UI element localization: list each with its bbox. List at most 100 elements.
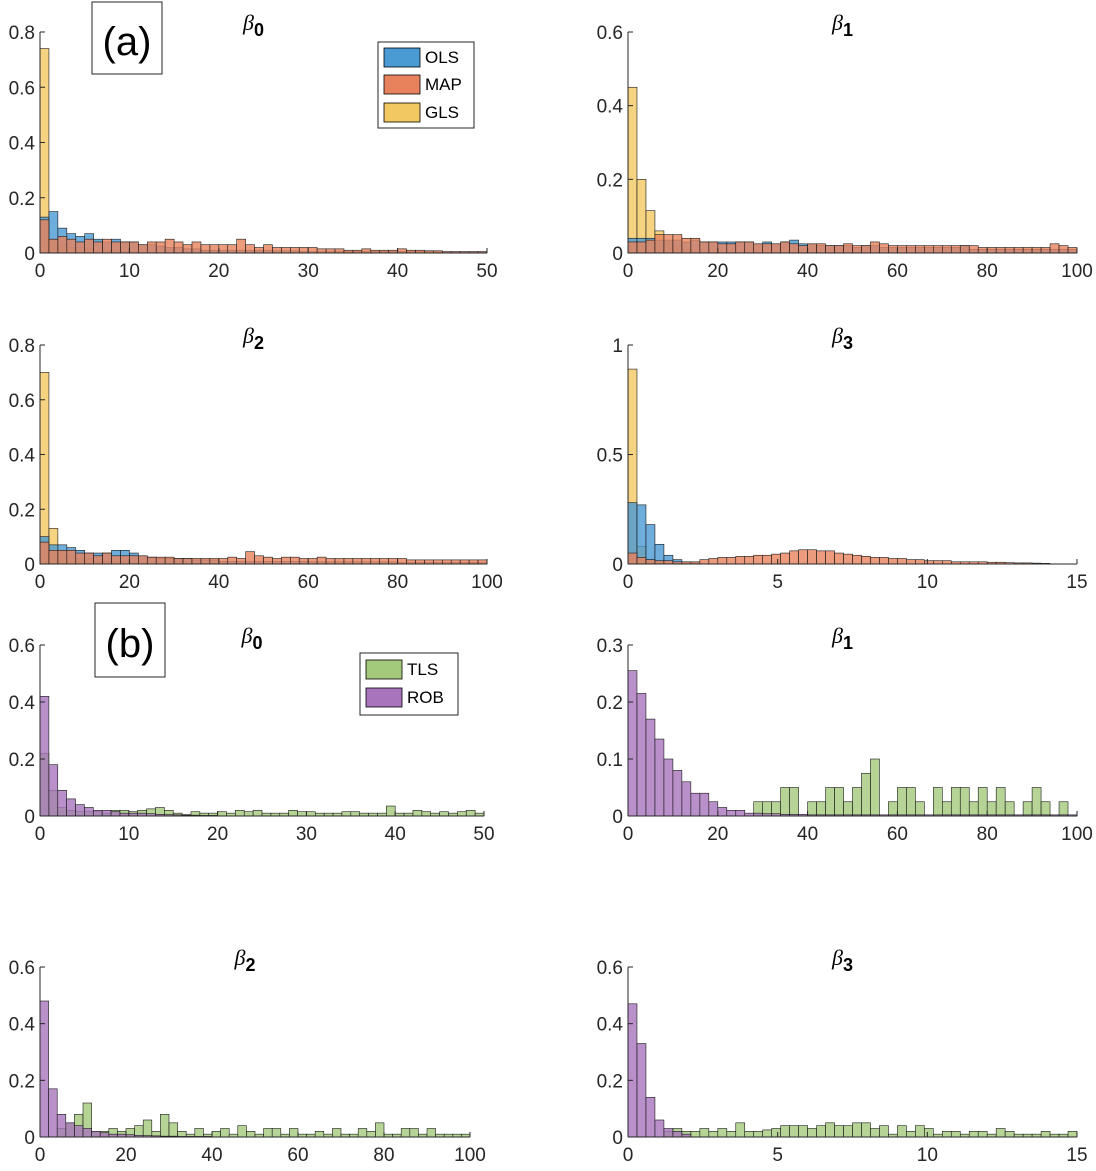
subplot-title: β1 xyxy=(831,10,853,40)
bar-map xyxy=(84,552,94,565)
bar-rob xyxy=(681,781,692,817)
bar-tls xyxy=(915,801,925,817)
bar-map xyxy=(726,243,737,254)
subplot-title: β0 xyxy=(242,10,264,40)
y-tick-label: 0.8 xyxy=(9,23,35,44)
bar-map xyxy=(879,557,889,565)
bar-map xyxy=(771,243,781,254)
bar-rob xyxy=(663,1128,674,1138)
bar-map xyxy=(735,556,746,565)
bar-map xyxy=(334,248,345,254)
bar-tls xyxy=(906,1131,916,1138)
bar-map xyxy=(191,241,202,254)
bar-map xyxy=(681,237,692,254)
bar-tls xyxy=(780,787,790,817)
x-tick-label: 20 xyxy=(208,261,229,282)
series-rob xyxy=(627,670,1078,817)
x-tick-label: 10 xyxy=(917,1145,938,1166)
legend-b-swatch-rob xyxy=(365,687,403,708)
subplot-b-beta1: 0 20 40 60 80 100 0 0.1 0.2 0.3 β1 xyxy=(597,623,1093,845)
y-tick-label: 0.2 xyxy=(9,500,35,521)
series-tls xyxy=(663,1122,1078,1138)
y-tick-label: 0.4 xyxy=(597,97,624,118)
bar-map xyxy=(888,245,898,254)
y-tick-label: 0.6 xyxy=(597,23,623,44)
bar-tls xyxy=(986,801,997,817)
panel-label-b: (b) xyxy=(94,602,166,678)
bar-gls xyxy=(627,86,638,254)
bar-map xyxy=(852,245,862,254)
bar-tls xyxy=(726,1131,737,1138)
bar-map xyxy=(200,244,211,254)
legend-a-label-ols: OLS xyxy=(425,48,459,67)
bar-map xyxy=(254,555,264,565)
bar-tls xyxy=(753,1131,763,1138)
bar-map xyxy=(645,559,656,565)
bar-tls xyxy=(852,787,862,817)
bar-map xyxy=(950,245,961,254)
series-map xyxy=(627,234,1078,254)
legend-b: TLS ROB xyxy=(359,652,459,716)
x-tick-label: 20 xyxy=(207,824,228,845)
bar-map xyxy=(825,550,835,565)
bar-map xyxy=(361,558,372,565)
bar-tls xyxy=(879,1125,889,1138)
bar-tls xyxy=(977,1131,988,1138)
bar-map xyxy=(272,247,282,254)
y-tick-label: 0.6 xyxy=(9,636,35,657)
bar-tls xyxy=(843,801,853,817)
legend-b-label-tls: TLS xyxy=(407,660,438,679)
panel-label-a: (a) xyxy=(91,1,163,75)
y-tick-label: 0 xyxy=(24,244,35,265)
bar-map xyxy=(717,243,728,254)
bar-map xyxy=(627,552,638,565)
bar-tls xyxy=(160,1114,170,1138)
bar-tls xyxy=(357,1128,368,1138)
y-tick-label: 0.6 xyxy=(9,958,35,979)
bar-tls xyxy=(816,1125,826,1138)
x-tick-label: 15 xyxy=(1066,1145,1087,1166)
bar-map xyxy=(825,245,835,254)
bar-tls xyxy=(243,811,254,817)
y-tick-label: 0 xyxy=(612,807,623,828)
bar-rob xyxy=(645,1097,656,1138)
subplot-a-beta1: 0 20 40 60 80 100 0 0.2 0.4 0.6 β1 xyxy=(597,10,1093,282)
legend-a-label-gls: GLS xyxy=(425,103,459,122)
bar-rob xyxy=(690,792,701,817)
bar-tls xyxy=(1040,1131,1051,1138)
bar-map xyxy=(798,549,808,565)
bar-tls xyxy=(807,1128,817,1138)
y-tick-label: 0 xyxy=(612,244,623,265)
bar-map xyxy=(39,219,50,254)
bar-map xyxy=(307,558,318,565)
bar-tls xyxy=(386,805,396,817)
bar-tls xyxy=(220,1128,230,1138)
x-tick-label: 60 xyxy=(287,1145,308,1166)
bar-tls xyxy=(412,809,423,817)
bar-map xyxy=(459,559,470,565)
x-tick-label: 20 xyxy=(707,824,728,845)
bar-map xyxy=(397,558,407,565)
bar-map xyxy=(227,556,237,565)
subplot-a-beta3: 0 5 10 15 0 0.5 1 β3 xyxy=(597,323,1088,593)
legend-a-swatch-ols xyxy=(383,47,421,68)
subplot-title: β1 xyxy=(831,623,853,653)
legend-a-swatch-gls xyxy=(383,102,421,123)
x-tick-label: 60 xyxy=(298,572,319,593)
bar-tls xyxy=(852,1122,862,1138)
bar-rob xyxy=(735,809,746,817)
y-tick-label: 1 xyxy=(612,336,623,357)
x-tick-label: 0 xyxy=(35,1145,46,1166)
bar-map xyxy=(654,234,665,254)
bar-map xyxy=(361,248,372,254)
x-tick-label: 80 xyxy=(977,824,998,845)
bar-tls xyxy=(168,1122,178,1138)
bar-map xyxy=(415,559,425,565)
bar-tls xyxy=(465,809,476,817)
series-tls xyxy=(753,758,1069,817)
y-tick-label: 0.8 xyxy=(9,336,35,357)
x-tick-label: 100 xyxy=(1061,261,1093,282)
bar-map xyxy=(897,245,907,254)
bar-tls xyxy=(888,801,898,817)
bar-tls xyxy=(968,1131,979,1138)
